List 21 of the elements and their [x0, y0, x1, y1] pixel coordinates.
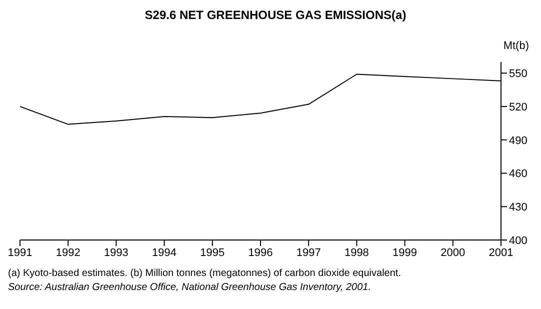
x-tick-label: 1996	[248, 246, 273, 259]
x-tick-label: 1991	[8, 246, 32, 259]
x-tick-label: 1998	[344, 246, 369, 259]
x-tick-label: 1999	[392, 246, 418, 259]
y-tick-label: 490	[509, 134, 528, 147]
x-tick-label: 2001	[488, 246, 514, 259]
chart-title: S29.6 NET GREENHOUSE GAS EMISSIONS(a)	[144, 8, 408, 24]
y-tick-label: 430	[509, 202, 528, 214]
y-tick-label: 550	[509, 68, 528, 80]
x-tick-label: 1993	[104, 246, 128, 259]
x-tick-label: 1995	[200, 246, 225, 259]
x-tick-label: 1994	[152, 246, 177, 259]
x-tick-label: 2000	[440, 246, 466, 259]
y-tick-label: 520	[509, 101, 528, 114]
y-tick-label: 400	[509, 234, 528, 247]
x-tick-label: 1992	[56, 246, 80, 259]
y-axis-title: Mt(b)	[502, 40, 530, 54]
y-tick-label: 460	[509, 168, 528, 180]
text: (a) Kyoto-based estimates. (b) Million tonnes (megatonnes) of carbon dioxide equivalent.	[8, 268, 402, 279]
source-note: Source: Australian Greenhouse Office, National Greenhouse Gas Inventory, 2001.	[8, 282, 372, 293]
x-tick-label: 1997	[296, 246, 321, 259]
